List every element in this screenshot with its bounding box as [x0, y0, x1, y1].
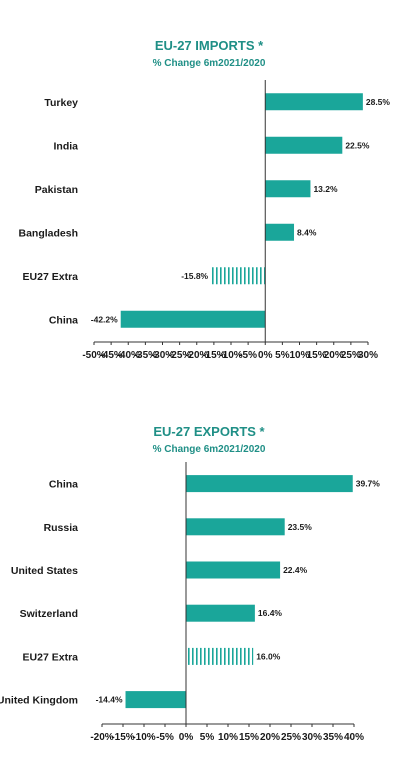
imports-bar	[265, 136, 343, 154]
exports-tick-label: 30%	[302, 732, 322, 743]
imports-category-label: Bangladesh	[18, 227, 78, 239]
exports-value-label: -14.4%	[96, 695, 123, 705]
imports-value-label: 22.5%	[345, 140, 370, 150]
exports-category-label: EU27 Extra	[23, 651, 79, 663]
imports-value-label: 13.2%	[313, 184, 338, 194]
exports-tick-label: 25%	[281, 732, 301, 743]
exports-tick-label: 20%	[260, 732, 280, 743]
exports-category-label: Russia	[44, 522, 79, 534]
imports-bar	[265, 180, 311, 198]
exports-tick-label: 40%	[344, 732, 364, 743]
imports-tick-label: 20%	[324, 350, 344, 361]
exports-bar	[186, 561, 281, 579]
exports-tick-label: 35%	[323, 732, 343, 743]
imports-category-label: Pakistan	[35, 184, 78, 196]
exports-chart: China 39.7% Russia 23.5% United States 22.4% S…	[0, 462, 381, 743]
exports-value-label: 39.7%	[356, 479, 381, 489]
imports-bar	[211, 267, 266, 285]
exports-tick-label: -10%	[132, 732, 155, 743]
exports-value-label: 22.4%	[283, 565, 308, 575]
exports-value-label: 23.5%	[288, 522, 313, 532]
exports-bar	[186, 604, 255, 622]
exports-chart-subtitle: % Change 6m2021/2020	[152, 444, 266, 455]
imports-tick-label: 0%	[258, 350, 273, 361]
imports-tick-label: -25%	[168, 350, 191, 361]
imports-tick-label: -50%	[82, 350, 105, 361]
exports-category-label: Switzerland	[20, 608, 78, 620]
imports-category-label: China	[49, 314, 78, 326]
imports-tick-label: 15%	[307, 350, 327, 361]
exports-tick-label: 0%	[179, 732, 194, 743]
imports-tick-label: -35%	[134, 350, 157, 361]
imports-chart-title: EU-27 IMPORTS *	[154, 38, 264, 53]
imports-tick-label: 30%	[358, 350, 378, 361]
exports-tick-label: -5%	[156, 732, 174, 743]
exports-value-label: 16.0%	[256, 651, 281, 661]
exports-tick-label: -15%	[111, 732, 134, 743]
imports-tick-label: 5%	[275, 350, 290, 361]
imports-category-label: Turkey	[44, 97, 78, 109]
imports-category-label: EU27 Extra	[23, 271, 79, 283]
exports-category-label: United Kingdom	[0, 695, 78, 707]
imports-tick-label: -5%	[239, 350, 257, 361]
imports-tick-label: -40%	[117, 350, 140, 361]
imports-tick-label: -15%	[202, 350, 225, 361]
imports-value-label: -15.8%	[181, 271, 208, 281]
imports-value-label: 8.4%	[297, 227, 317, 237]
imports-tick-label: -30%	[151, 350, 174, 361]
exports-tick-label: 10%	[218, 732, 238, 743]
exports-bar	[186, 647, 254, 665]
imports-bar	[265, 223, 295, 241]
exports-chart-title: EU-27 EXPORTS *	[153, 424, 265, 439]
exports-value-label: 16.4%	[258, 608, 283, 618]
exports-tick-label: -20%	[90, 732, 113, 743]
imports-bar	[265, 93, 363, 111]
imports-bar	[120, 310, 266, 328]
exports-tick-label: 5%	[200, 732, 215, 743]
imports-value-label: -42.2%	[91, 314, 118, 324]
exports-bar	[186, 518, 285, 536]
imports-tick-label: -10%	[219, 350, 242, 361]
imports-chart-subtitle: % Change 6m2021/2020	[152, 58, 266, 69]
imports-category-label: India	[53, 140, 78, 152]
exports-category-label: China	[49, 479, 78, 491]
imports-value-label: 28.5%	[366, 97, 391, 107]
imports-tick-label: 25%	[341, 350, 361, 361]
exports-category-label: United States	[11, 565, 78, 577]
imports-tick-label: -45%	[99, 350, 122, 361]
imports-tick-label: -20%	[185, 350, 208, 361]
imports-tick-label: 10%	[289, 350, 309, 361]
exports-bar	[125, 691, 186, 709]
exports-tick-label: 15%	[239, 732, 259, 743]
imports-chart: Turkey 28.5% India 22.5% Pakistan 13.2% Bangla…	[18, 80, 391, 361]
exports-bar	[186, 475, 353, 493]
